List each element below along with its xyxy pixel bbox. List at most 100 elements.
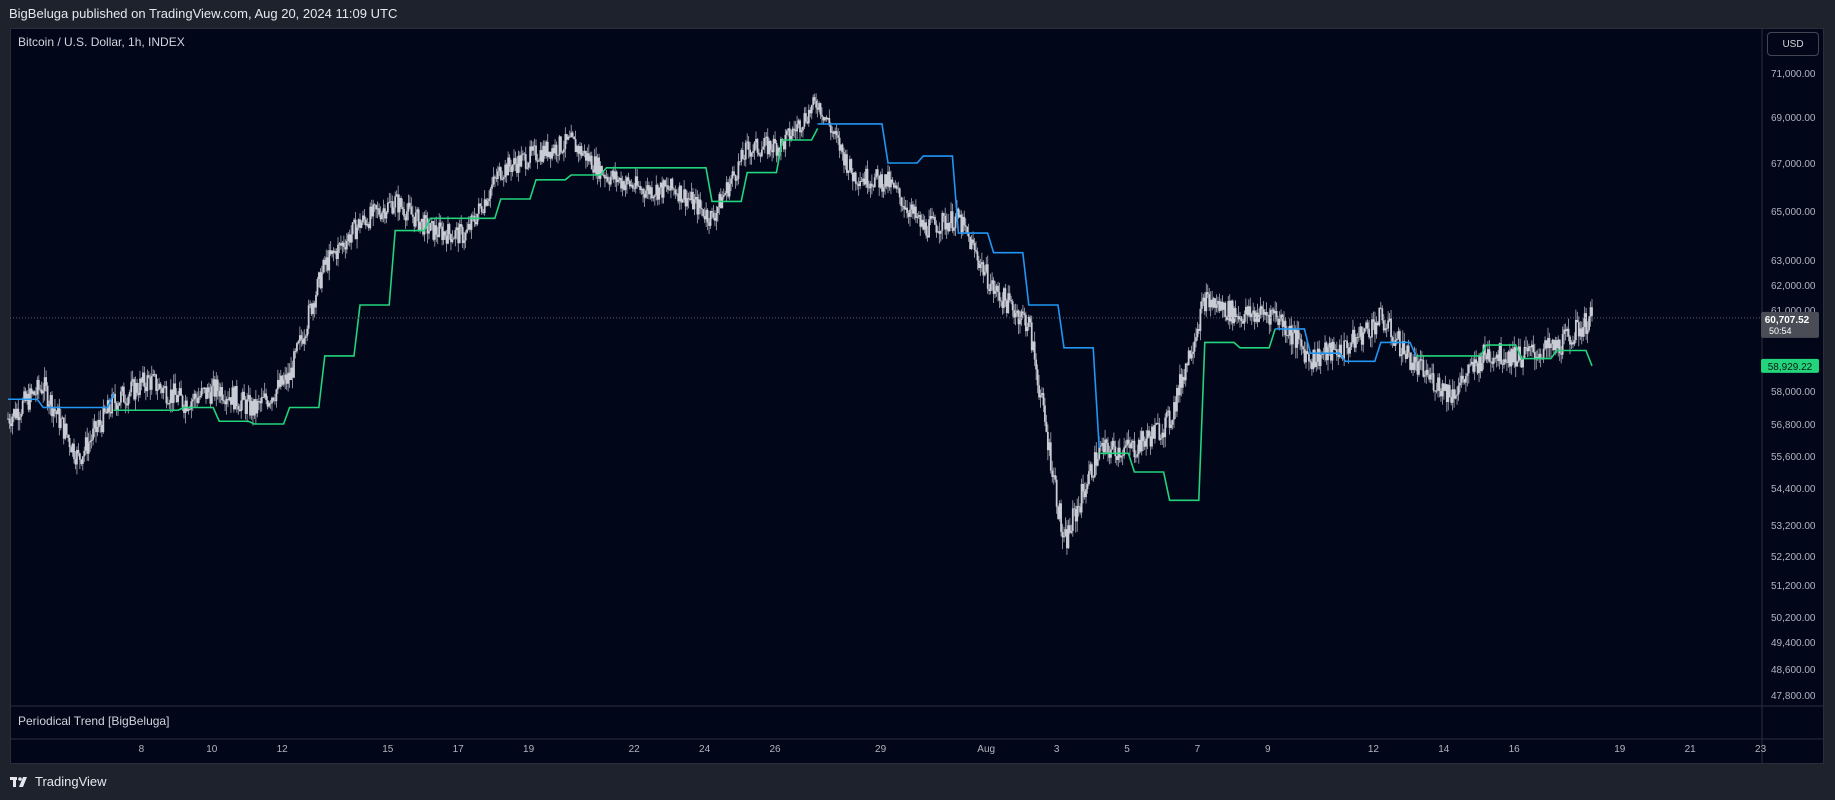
candle-body bbox=[626, 177, 628, 185]
tradingview-logo[interactable]: TradingView bbox=[10, 764, 107, 800]
candle-body bbox=[1073, 508, 1076, 510]
candle-body bbox=[1530, 344, 1533, 348]
candle-body bbox=[357, 219, 360, 228]
candle-body bbox=[350, 234, 353, 243]
candle-body bbox=[832, 131, 835, 134]
candle-body bbox=[567, 136, 570, 140]
candle-body bbox=[61, 417, 64, 419]
candle-body bbox=[1425, 369, 1428, 376]
candle-body bbox=[246, 399, 248, 414]
candle-body bbox=[1214, 298, 1216, 308]
candle-body bbox=[985, 264, 988, 272]
price-chart[interactable]: 71,000.00 69,000.00 67,000.00 65,000.00 63,0… bbox=[0, 0, 1835, 764]
candle-body bbox=[577, 145, 580, 154]
candle-body bbox=[436, 234, 439, 237]
candle-body bbox=[395, 194, 398, 197]
candle-body bbox=[408, 202, 411, 207]
candle-body bbox=[472, 215, 474, 217]
candle-body bbox=[1574, 319, 1577, 341]
candle-body bbox=[1253, 310, 1256, 322]
candle-body bbox=[709, 211, 712, 226]
candle-body bbox=[406, 211, 408, 221]
candle-body bbox=[1095, 452, 1098, 466]
candle-body bbox=[331, 250, 334, 255]
candle-body bbox=[1076, 506, 1079, 522]
candle-body bbox=[398, 198, 401, 213]
candle-body bbox=[71, 443, 74, 453]
candle-body bbox=[56, 406, 59, 415]
candle-body bbox=[922, 219, 925, 230]
chart-frame[interactable] bbox=[10, 28, 1824, 764]
candle-body bbox=[1275, 311, 1278, 319]
candle-body bbox=[1511, 349, 1514, 363]
candle-body bbox=[1045, 421, 1048, 433]
candle-body bbox=[562, 149, 565, 153]
candle-body bbox=[1450, 396, 1453, 403]
y-tick-label: 49,400.00 bbox=[1771, 638, 1816, 649]
candle-body bbox=[1252, 310, 1255, 314]
candle-body bbox=[1413, 356, 1416, 370]
candle-body bbox=[1488, 349, 1491, 362]
candle-body bbox=[376, 208, 379, 210]
candle-body bbox=[1244, 306, 1247, 315]
candle-body bbox=[797, 120, 800, 125]
candle-body bbox=[1350, 342, 1353, 347]
candle-body bbox=[1441, 383, 1444, 397]
candle-body bbox=[555, 144, 558, 156]
candle-body bbox=[609, 176, 612, 185]
candle-body bbox=[1104, 439, 1106, 453]
candle-body bbox=[159, 383, 162, 389]
candle-body bbox=[1381, 308, 1384, 321]
candle-body bbox=[570, 132, 573, 138]
candle-body bbox=[989, 283, 992, 291]
candle-body bbox=[1585, 313, 1588, 334]
candle-body bbox=[1369, 337, 1372, 338]
candle-body bbox=[791, 128, 794, 137]
candle-body bbox=[741, 150, 744, 160]
candle-body bbox=[278, 380, 281, 387]
candle-body bbox=[454, 230, 457, 239]
candle-body bbox=[1479, 354, 1482, 372]
candle-body bbox=[477, 203, 480, 214]
candle-body bbox=[455, 227, 458, 231]
candle-body bbox=[466, 229, 468, 233]
candle-body bbox=[964, 225, 967, 227]
candle-body bbox=[274, 400, 276, 402]
candle-body bbox=[1054, 475, 1057, 480]
currency-button[interactable]: USD bbox=[1767, 32, 1819, 56]
candle-body bbox=[793, 128, 796, 130]
candle-body bbox=[1354, 337, 1357, 348]
candle-body bbox=[961, 216, 964, 233]
last-price-label: 60,707.52 bbox=[1765, 315, 1810, 326]
candle-body bbox=[1243, 314, 1246, 324]
candle-body bbox=[655, 184, 658, 196]
candle-body bbox=[1222, 302, 1225, 310]
x-tick-label: 15 bbox=[382, 744, 394, 755]
candle-body bbox=[617, 179, 620, 183]
candle-body bbox=[92, 428, 94, 440]
candle-body bbox=[1429, 374, 1432, 380]
candle-body bbox=[1523, 347, 1526, 359]
candle-body bbox=[1145, 438, 1148, 447]
candle-body bbox=[95, 421, 97, 433]
candle-body bbox=[1046, 432, 1049, 451]
candle-body bbox=[1448, 385, 1451, 397]
candle-body bbox=[1300, 339, 1303, 347]
candle-body bbox=[1070, 530, 1073, 533]
candle-body bbox=[74, 459, 77, 465]
candle-body bbox=[232, 387, 235, 410]
candle-body bbox=[1287, 335, 1290, 337]
candle-body bbox=[1290, 325, 1293, 345]
candle-body bbox=[1266, 314, 1269, 316]
x-tick-label: 29 bbox=[875, 744, 887, 755]
candle-body bbox=[1513, 347, 1516, 363]
candle-body bbox=[1049, 442, 1052, 471]
candle-body bbox=[1442, 383, 1445, 391]
candle-body bbox=[992, 280, 995, 294]
indicator-label[interactable]: Periodical Trend [BigBeluga] bbox=[18, 714, 170, 728]
candle-body bbox=[1551, 339, 1554, 344]
candle-body bbox=[1343, 340, 1346, 359]
candle-body bbox=[928, 219, 930, 238]
candle-body bbox=[142, 372, 144, 383]
candle-body bbox=[1200, 301, 1203, 309]
